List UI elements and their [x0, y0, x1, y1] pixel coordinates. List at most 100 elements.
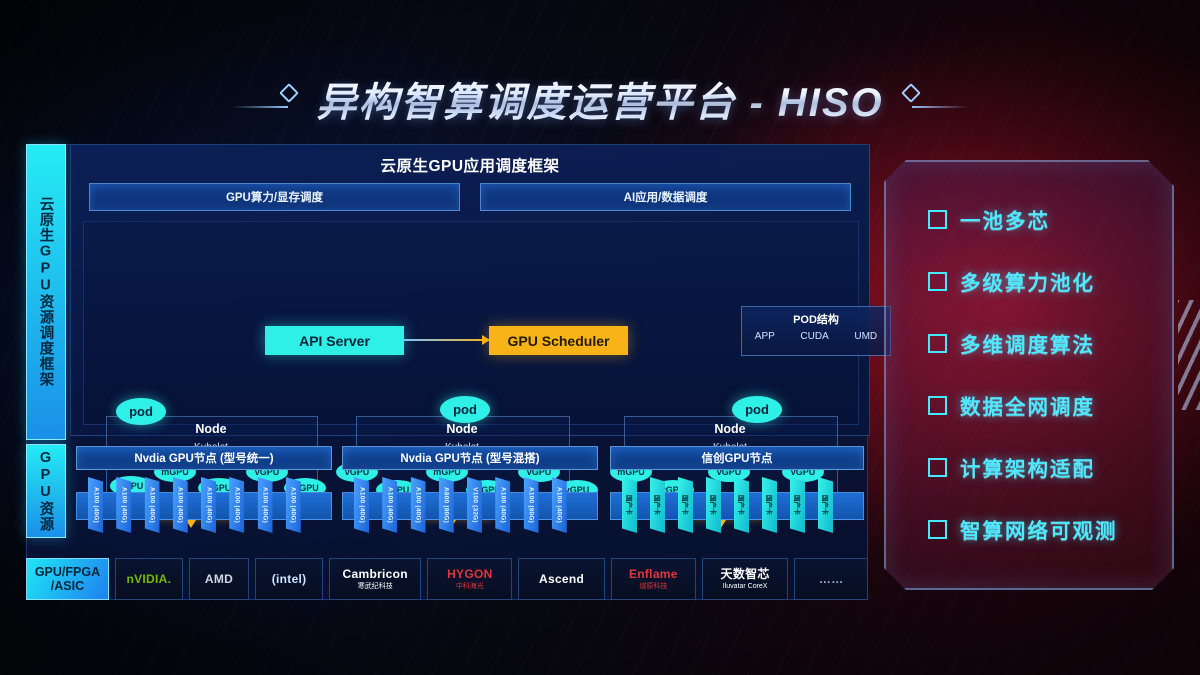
tab-ai-app-data[interactable]: AI应用/数据调度 [480, 183, 851, 211]
gpu-card[interactable]: A100 (40G) [201, 477, 216, 533]
node-label: Node [446, 422, 478, 436]
vendor-logo-amd[interactable]: AMD [188, 558, 250, 600]
gpu-resource-strip: A100 (40G) A100 (40G) A100 (40G) A100 (40G)… [70, 474, 868, 536]
vendor-logo-nvidia[interactable]: nVIDIA. [114, 558, 183, 600]
checkbox-icon[interactable] [928, 458, 947, 477]
tab-gpu-compute-memory[interactable]: GPU算力/显存调度 [89, 183, 460, 211]
pod-badge[interactable]: pod [732, 396, 782, 423]
vendor-label-main: …… [818, 571, 844, 586]
panel-chevron-decoration-icon [1178, 300, 1200, 410]
gpu-card[interactable]: A100 (40G) [410, 477, 426, 533]
gpu-card[interactable]: 国产卡 [706, 477, 721, 533]
feature-item-1[interactable]: 一池多芯 [886, 188, 1172, 250]
gpu-card[interactable]: A100 (40G) [229, 477, 245, 533]
gpu-card[interactable]: 国产卡 [734, 477, 749, 533]
vendor-logo-enflame[interactable]: Enflame 燧原科技 [610, 558, 696, 600]
pod-structure-box: POD结构 APP CUDA UMD [741, 306, 891, 356]
gpu-card[interactable]: 国产卡 [818, 477, 833, 533]
gpu-card[interactable]: 国产卡 [678, 477, 693, 533]
feature-label: 数据全网调度 [960, 396, 1095, 419]
checkbox-icon[interactable] [928, 396, 947, 415]
checkbox-icon[interactable] [928, 272, 947, 291]
gpu-card-label: 国产卡 [736, 494, 744, 516]
vendor-logo-iluvatar[interactable]: 天数智芯 Iluvatar CoreX [701, 558, 789, 600]
gpu-card[interactable]: V100 (32G) [467, 477, 482, 533]
gpu-card-label: 国产卡 [792, 494, 800, 516]
gpu-card-label: A100 (40G) [148, 487, 156, 523]
feature-item-5[interactable]: 计算架构适配 [886, 436, 1172, 498]
feature-item-4[interactable]: 数据全网调度 [886, 374, 1172, 436]
gpu-card-label: A100 (40G) [289, 487, 297, 523]
vendor-label-main: (intel) [271, 571, 307, 586]
gpu-card-label: A100 (80G) [527, 487, 535, 523]
feature-item-3[interactable]: 多维调度算法 [886, 312, 1172, 374]
gpu-card-label: 国产卡 [652, 494, 660, 516]
gpu-card-label: A100 (40G) [414, 487, 422, 523]
feature-label: 多级算力池化 [960, 272, 1095, 295]
framework-title: 云原生GPU应用调度框架 [380, 158, 560, 175]
pod-structure-layers: APP CUDA UMD [742, 331, 890, 342]
gpu-card[interactable]: A100 (40G) [257, 477, 273, 533]
gpu-card[interactable]: A100 (80G) [523, 477, 539, 533]
vendor-logo-more[interactable]: …… [794, 558, 868, 600]
gpu-card[interactable]: A100 (40G) [382, 477, 398, 533]
vendor-logo-cambricon[interactable]: Cambricon 寒武纪科技 [329, 558, 422, 600]
vendor-logo-gpu-fpga-asic[interactable]: GPU/FPGA/ASIC [26, 558, 109, 600]
gpu-card-label: A100 (40G) [176, 487, 184, 523]
gpu-card[interactable]: A100 (40G) [172, 477, 188, 533]
gpu-card[interactable]: A100 (40G) [88, 477, 103, 533]
feature-item-6[interactable]: 智算网络可观测 [886, 498, 1172, 560]
checkbox-icon[interactable] [928, 520, 947, 539]
gpu-card-label: 国产卡 [820, 494, 828, 516]
gpu-card-label: A100 (40G) [205, 487, 212, 523]
sidebar-label-gpu-resource: GPU资源 [26, 444, 66, 538]
feature-label: 智算网络可观测 [960, 520, 1118, 543]
checkbox-icon[interactable] [928, 210, 947, 229]
gpu-card[interactable]: A100 (40G) [116, 477, 132, 533]
framework-container: 云原生GPU应用调度框架 GPU算力/显存调度 AI应用/数据调度 API Se… [70, 144, 891, 528]
node-type-nvidia-mixed[interactable]: Nvdia GPU节点 (型号混搭) [342, 446, 598, 470]
checkbox-icon[interactable] [928, 334, 947, 353]
gpu-card-label: A100 (40G) [555, 487, 563, 523]
api-server-node[interactable]: API Server [265, 326, 404, 355]
gpu-card-label: 国产卡 [680, 494, 688, 516]
node-type-domestic[interactable]: 信创GPU节点 [610, 446, 864, 470]
vendor-label-sub: 燧原科技 [639, 582, 668, 590]
vendor-logo-ascend[interactable]: Ascend [518, 558, 605, 600]
gpu-card[interactable]: A100 (40G) [354, 477, 369, 533]
vendor-logo-intel[interactable]: (intel) [255, 558, 324, 600]
sidebar-framework-text: 云原生GPU资源调度框架 [37, 196, 54, 388]
page-title: 异构智算调度运营平台 - HISO [316, 70, 883, 128]
gpu-card[interactable]: A100 (40G) [551, 477, 567, 533]
gpu-card-label: A100 (40G) [499, 487, 507, 523]
vendor-label-main: nVIDIA. [126, 571, 172, 586]
gpu-card-label: A100 (40G) [261, 487, 269, 523]
gpu-scheduler-node[interactable]: GPU Scheduler [489, 326, 628, 355]
sidebar-label-framework: 云原生GPU资源调度框架 [26, 144, 66, 440]
gpu-card[interactable]: 国产卡 [622, 477, 637, 533]
api-to-scheduler-arrow-icon [404, 335, 490, 345]
gpu-card-label: 国产卡 [708, 494, 716, 516]
feature-item-2[interactable]: 多级算力池化 [886, 250, 1172, 312]
gpu-card[interactable]: A800 (80G) [438, 477, 454, 533]
node-type-nvidia-uniform[interactable]: Nvdia GPU节点 (型号统一) [76, 446, 332, 470]
node-label: Node [714, 422, 746, 436]
vendor-label-main: HYGON [447, 566, 493, 581]
gpu-card[interactable]: 国产卡 [650, 477, 665, 533]
pod-badge[interactable]: pod [116, 398, 166, 425]
title-decoration-right-icon [898, 82, 968, 116]
vendor-logo-hygon[interactable]: HYGON 中科海光 [427, 558, 513, 600]
gpu-card[interactable]: 国产卡 [762, 477, 777, 533]
gpu-card[interactable]: A100 (40G) [495, 477, 511, 533]
vendor-label-main: Ascend [539, 571, 585, 586]
scheduling-zone: API Server GPU Scheduler POD结构 APP CUDA … [83, 221, 891, 528]
gpu-card[interactable]: A100 (40G) [285, 477, 301, 533]
gpu-card-label: 国产卡 [624, 494, 632, 516]
feature-label: 计算架构适配 [960, 458, 1095, 481]
feature-label: 多维调度算法 [960, 334, 1095, 357]
gpu-card[interactable]: 国产卡 [790, 477, 805, 533]
feature-panel: 一池多芯多级算力池化 多维调度算法 数据全网调度 计算架构适配 智算网络可观测 [884, 160, 1174, 590]
gpu-card[interactable]: A100 (40G) [144, 477, 160, 533]
pod-badge[interactable]: pod [440, 396, 490, 423]
